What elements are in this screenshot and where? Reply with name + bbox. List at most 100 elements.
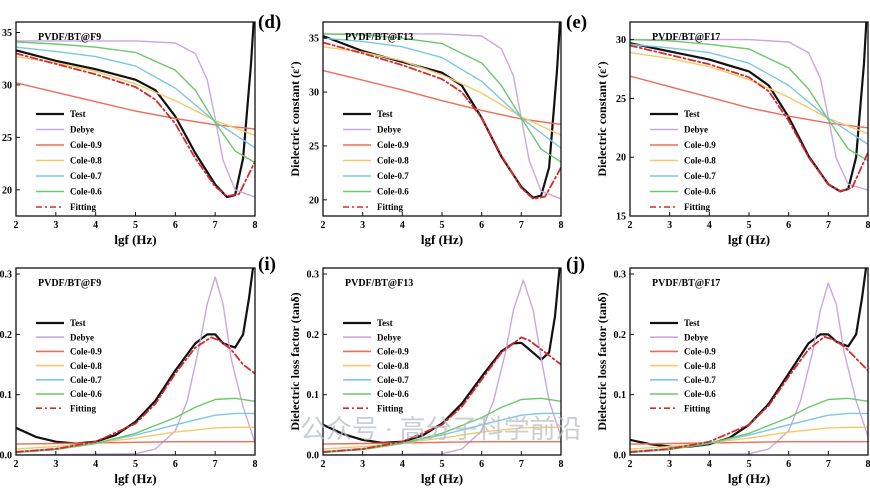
x-tick-label: 2 <box>14 459 19 470</box>
x-tick-label: 8 <box>866 220 870 231</box>
x-axis-label: lgf (Hz) <box>728 232 770 247</box>
series-layer <box>323 268 561 455</box>
panel-title: PVDF/BT@F17 <box>652 278 720 289</box>
x-tick-label: 2 <box>321 220 326 231</box>
y-tick-label: 35 <box>2 28 12 39</box>
x-tick-label: 3 <box>360 220 365 231</box>
legend: Test Debye Cole-0.9 Cole-0.8 Cole-0.7 Cole-0.… <box>650 109 716 212</box>
series-line-cole-0-6 <box>630 397 868 454</box>
x-tick-label: 3 <box>667 459 672 470</box>
x-tick-label: 8 <box>559 459 564 470</box>
x-axis-label: lgf (Hz) <box>421 232 463 247</box>
series-line-test <box>16 22 255 199</box>
legend-label: Fitting <box>684 403 710 413</box>
x-tick-label: 4 <box>400 220 405 231</box>
legend-label: Cole-0.7 <box>684 375 716 385</box>
x-tick-label: 3 <box>53 220 58 231</box>
x-tick-label: 5 <box>440 220 445 231</box>
legend-label: Cole-0.8 <box>377 361 409 371</box>
x-tick-label: 6 <box>479 220 484 231</box>
y-tick-label: 20 <box>2 185 12 196</box>
panel-title: PVDF/BT@F13 <box>345 278 413 289</box>
legend-label: Cole-0.6 <box>684 389 716 399</box>
legend-label: Cole-0.7 <box>70 171 102 181</box>
x-tick-label: 7 <box>826 220 831 231</box>
y-axis-label: Dielectric constant (ε′) <box>288 61 302 176</box>
x-tick-label: 4 <box>93 220 98 231</box>
y-tick-label: 30 <box>616 35 626 46</box>
legend-label: Cole-0.6 <box>377 187 409 197</box>
legend: Test Debye Cole-0.9 Cole-0.8 Cole-0.7 Cole-0.… <box>343 318 409 413</box>
x-tick-label: 6 <box>173 459 178 470</box>
series-line-debye <box>630 38 868 191</box>
y-tick-label: 0.2 <box>614 330 627 341</box>
y-axis-label: Dielectric loss factor (tanδ) <box>288 292 302 430</box>
legend-label: Debye <box>377 125 401 135</box>
legend-label: Test <box>684 318 700 328</box>
series-layer <box>323 22 561 200</box>
x-tick-label: 3 <box>360 459 365 470</box>
legend-label: Fitting <box>684 202 710 212</box>
series-line-cole-0-8 <box>16 426 255 450</box>
x-tick-label: 8 <box>253 459 258 470</box>
legend-label: Cole-0.9 <box>377 347 409 357</box>
legend-label: Cole-0.6 <box>70 389 102 399</box>
x-tick-label: 7 <box>826 459 831 470</box>
x-tick-label: 7 <box>519 459 524 470</box>
series-line-test <box>630 22 868 193</box>
series-line-cole-0-8 <box>630 426 868 450</box>
legend-label: Debye <box>684 332 708 342</box>
y-axis-label: Dielectric constant (ε′) <box>595 61 609 176</box>
legend-label: Cole-0.7 <box>684 171 716 181</box>
series-line-cole-0-8 <box>323 426 561 450</box>
x-tick-label: 4 <box>400 459 405 470</box>
legend-label: Test <box>377 109 393 119</box>
y-tick-label: 0.2 <box>0 330 12 341</box>
legend-label: Cole-0.8 <box>684 156 716 166</box>
series-layer <box>16 268 255 455</box>
watermark-text: 公众号 · 高分子科学前沿 <box>300 415 582 444</box>
x-tick-label: 8 <box>559 220 564 231</box>
panel-tag: (i) <box>258 254 276 275</box>
y-tick-label: 0.0 <box>0 451 12 462</box>
series-line-cole-0-6 <box>323 33 561 163</box>
series-layer <box>16 22 255 199</box>
chart-panel-1: 2 3 4 5 6 7 8 20 25 30 35 lgf (Hz) PVDF/BT@F9 Test Deb… <box>2 21 258 247</box>
chart-panel-5: 2 3 4 5 6 7 8 0.0 0.1 0.2 0.3 lgf (Hz) Dielectric lo… <box>258 254 564 486</box>
legend-label: Test <box>70 109 86 119</box>
series-line-fitting <box>16 52 255 198</box>
y-tick-label: 30 <box>2 80 12 91</box>
chart-panel-2: 2 3 4 5 6 7 8 20 25 30 35 lgf (Hz) Dielectric consta… <box>258 12 564 247</box>
series-line-fitting <box>630 44 868 193</box>
series-line-fitting <box>630 335 868 453</box>
x-tick-label: 2 <box>628 220 633 231</box>
y-tick-label: 0.0 <box>614 451 627 462</box>
x-tick-label: 8 <box>253 220 258 231</box>
legend-label: Debye <box>377 332 401 342</box>
legend-label: Cole-0.6 <box>70 187 102 197</box>
y-tick-label: 0.1 <box>307 390 320 401</box>
y-tick-label: 30 <box>309 88 319 99</box>
legend-label: Fitting <box>377 403 403 413</box>
x-tick-label: 5 <box>133 220 138 231</box>
y-tick-label: 25 <box>2 133 12 144</box>
series-line-cole-0-6 <box>16 397 255 454</box>
y-tick-label: 0.2 <box>307 330 320 341</box>
series-line-test <box>323 268 561 444</box>
series-line-cole-0-9 <box>16 441 255 445</box>
series-line-cole-0-6 <box>16 41 255 164</box>
x-tick-label: 4 <box>707 220 712 231</box>
series-line-debye <box>16 40 255 198</box>
y-tick-label: 0.3 <box>614 270 627 281</box>
legend: Test Debye Cole-0.9 Cole-0.8 Cole-0.7 Cole-0.… <box>650 318 716 413</box>
panel-title: PVDF/BT@F17 <box>652 32 720 43</box>
legend-label: Cole-0.9 <box>70 140 102 150</box>
legend: Test Debye Cole-0.9 Cole-0.8 Cole-0.7 Cole-0.… <box>36 109 102 212</box>
x-axis-label: lgf (Hz) <box>421 471 463 486</box>
series-line-cole-0-9 <box>323 441 561 445</box>
y-tick-label: 0.3 <box>0 270 12 281</box>
x-tick-label: 7 <box>213 459 218 470</box>
chart-panel-3: 2 3 4 5 6 7 8 15 20 25 30 lgf (Hz) Dielectric consta… <box>566 12 870 247</box>
